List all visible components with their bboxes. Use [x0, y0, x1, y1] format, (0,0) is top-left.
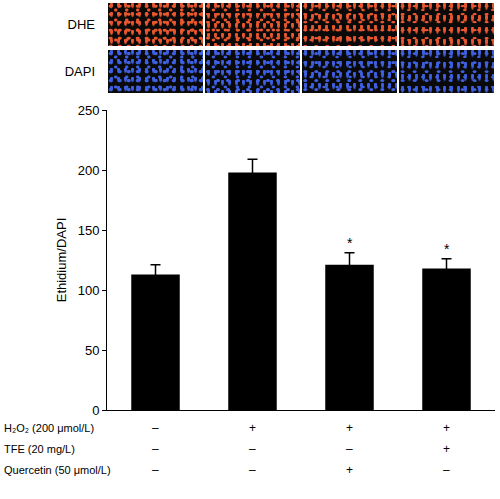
svg-text:+: + [346, 463, 353, 477]
svg-text:–: – [152, 463, 159, 477]
svg-text:*: * [444, 241, 450, 257]
svg-text:–: – [152, 442, 159, 456]
svg-text:–: – [249, 463, 256, 477]
svg-text:H₂O₂ (200 μmol/L): H₂O₂ (200 μmol/L) [4, 422, 94, 434]
svg-text:150: 150 [78, 223, 100, 238]
svg-text:+: + [346, 421, 353, 435]
svg-text:+: + [443, 442, 450, 456]
svg-text:–: – [152, 421, 159, 435]
svg-text:*: * [347, 235, 353, 251]
svg-text:–: – [443, 463, 450, 477]
html-text:DHE: DHE [67, 16, 95, 32]
svg-text:250: 250 [78, 103, 100, 118]
svg-text:Quercetin (50 μmol/L): Quercetin (50 μmol/L) [4, 464, 111, 476]
svg-text:TFE (20 mg/L): TFE (20 mg/L) [4, 443, 75, 455]
svg-text:+: + [249, 421, 256, 435]
svg-text:100: 100 [78, 283, 100, 298]
svg-text:–: – [249, 442, 256, 456]
svg-text:0: 0 [92, 403, 99, 418]
svg-text:+: + [443, 421, 450, 435]
html-text:DAPI: DAPI [64, 63, 95, 79]
svg-text:–: – [346, 442, 353, 456]
svg-text:50: 50 [85, 343, 99, 358]
svg-text:Ethidium/DAPI: Ethidium/DAPI [54, 218, 69, 303]
svg-text:200: 200 [78, 163, 100, 178]
